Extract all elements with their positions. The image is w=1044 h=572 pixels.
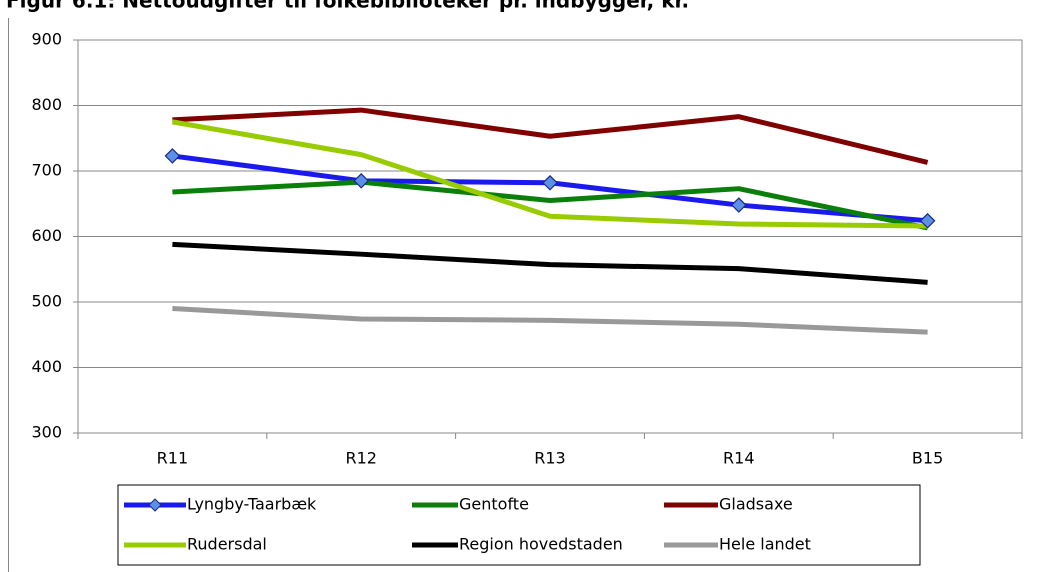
y-tick-label: 300 bbox=[31, 423, 62, 442]
legend-label: Lyngby-Taarbæk bbox=[187, 495, 317, 514]
series-line bbox=[172, 179, 929, 231]
point-marker bbox=[730, 197, 747, 213]
series-line bbox=[172, 107, 929, 165]
x-tick-label: R11 bbox=[157, 449, 188, 468]
y-tick-label: 900 bbox=[31, 30, 62, 49]
x-tick-label: B15 bbox=[912, 449, 943, 468]
plot-border bbox=[77, 39, 1023, 434]
y-tick-label: 500 bbox=[31, 292, 62, 311]
y-tick-label: 600 bbox=[31, 226, 62, 245]
point-marker bbox=[164, 148, 181, 164]
legend-label: Gladsaxe bbox=[719, 495, 793, 514]
legend-box bbox=[117, 484, 921, 566]
chart-title: Figur 6.1: Nettoudgifter til folkebiblio… bbox=[6, 0, 689, 13]
y-tick-label: 800 bbox=[31, 95, 62, 114]
x-tick-label: R13 bbox=[534, 449, 565, 468]
legend-marker bbox=[148, 498, 162, 512]
legend-label: Rudersdal bbox=[187, 535, 267, 554]
y-tick-label: 700 bbox=[31, 161, 62, 180]
series-line bbox=[171, 119, 928, 229]
point-marker bbox=[919, 212, 936, 229]
point-marker bbox=[353, 172, 370, 189]
x-tick-label: R12 bbox=[345, 449, 376, 468]
series-line bbox=[172, 241, 928, 285]
legend-label: Region hovedstaden bbox=[459, 535, 623, 554]
legend-label: Gentofte bbox=[459, 495, 529, 514]
legend-label: Hele landet bbox=[719, 535, 811, 554]
x-tick-label: R14 bbox=[723, 449, 754, 468]
y-tick-label: 400 bbox=[31, 357, 62, 376]
series-line bbox=[172, 306, 928, 335]
point-marker bbox=[542, 174, 558, 191]
